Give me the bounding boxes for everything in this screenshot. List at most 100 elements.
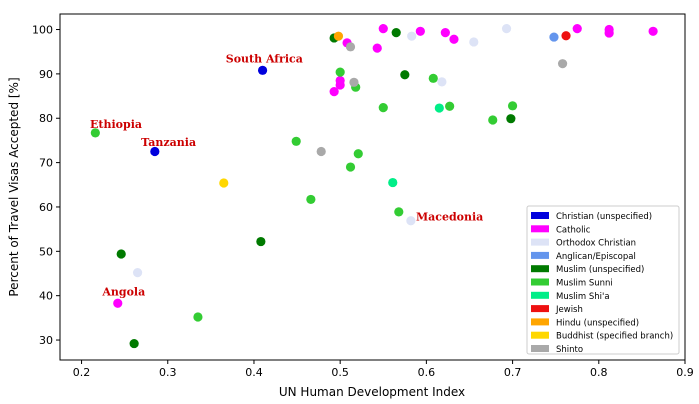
data-point bbox=[445, 101, 455, 111]
legend-label: Muslim Shi'a bbox=[556, 292, 610, 302]
legend-label: Shinto bbox=[556, 345, 583, 355]
data-point bbox=[256, 236, 266, 247]
y-tick-label: 40 bbox=[39, 290, 53, 303]
legend-label: Muslim (unspecified) bbox=[556, 265, 644, 275]
data-point bbox=[345, 42, 356, 52]
data-point bbox=[113, 298, 123, 308]
data-point bbox=[407, 31, 417, 41]
legend-swatch bbox=[531, 345, 549, 352]
data-point bbox=[394, 207, 404, 217]
data-point bbox=[257, 65, 268, 75]
y-axis-title: Percent of Travel Visas Accepted [%] bbox=[7, 77, 21, 296]
x-tick-label: 0.7 bbox=[504, 366, 522, 379]
legend-swatch bbox=[531, 251, 549, 259]
data-point bbox=[415, 26, 425, 36]
data-point bbox=[306, 194, 316, 205]
legend-swatch bbox=[531, 225, 549, 233]
data-point bbox=[561, 31, 571, 41]
legend-swatch bbox=[531, 305, 549, 313]
data-point bbox=[349, 77, 359, 87]
data-point bbox=[378, 24, 388, 34]
data-point bbox=[219, 178, 229, 188]
x-tick-label: 0.5 bbox=[331, 366, 349, 379]
data-point bbox=[434, 103, 444, 113]
data-point bbox=[116, 249, 126, 259]
legend-swatch bbox=[531, 291, 549, 299]
data-point bbox=[428, 73, 438, 83]
x-tick-label: 0.4 bbox=[245, 366, 263, 379]
legend-label: Jewish bbox=[555, 305, 583, 315]
data-point bbox=[335, 80, 345, 90]
data-point bbox=[648, 26, 658, 36]
data-point bbox=[391, 28, 401, 38]
country-annotation: South Africa bbox=[226, 52, 303, 65]
data-point bbox=[132, 268, 143, 278]
data-point bbox=[437, 77, 447, 87]
annotations: South Africa Ethiopia Tanzania Macedonia Ang… bbox=[90, 52, 483, 298]
data-point bbox=[333, 31, 344, 41]
legend-box bbox=[526, 205, 680, 355]
data-point bbox=[400, 70, 410, 80]
legend-swatch bbox=[531, 265, 549, 273]
data-point bbox=[488, 115, 498, 125]
data-points bbox=[90, 24, 658, 349]
data-point bbox=[345, 162, 356, 172]
legend-label: Buddhist (specified branch) bbox=[556, 332, 673, 342]
data-point bbox=[353, 149, 363, 159]
data-point bbox=[506, 114, 516, 124]
legend: Christian (unspecified) Catholic Orthodox … bbox=[526, 205, 680, 355]
data-point bbox=[329, 87, 339, 97]
data-point bbox=[572, 24, 582, 34]
y-tick-label: 80 bbox=[39, 112, 53, 125]
country-annotation: Macedonia bbox=[416, 211, 483, 224]
x-tick-label: 0.9 bbox=[676, 366, 694, 379]
legend-label: Muslim Sunni bbox=[556, 279, 613, 289]
y-tick-label: 30 bbox=[39, 334, 53, 347]
legend-swatch bbox=[531, 331, 549, 339]
x-tick-label: 0.3 bbox=[159, 366, 177, 379]
y-tick-label: 50 bbox=[39, 245, 53, 258]
data-point bbox=[90, 128, 100, 138]
data-point bbox=[406, 216, 416, 226]
legend-swatch bbox=[531, 238, 549, 246]
data-point bbox=[291, 136, 301, 146]
data-point bbox=[372, 43, 382, 53]
data-point bbox=[449, 34, 459, 44]
legend-swatch bbox=[531, 318, 549, 326]
y-tick-label: 100 bbox=[32, 24, 53, 37]
data-point bbox=[388, 177, 398, 188]
data-point bbox=[469, 37, 479, 47]
y-tick-label: 70 bbox=[39, 157, 53, 170]
country-annotation: Angola bbox=[101, 286, 145, 299]
y-axis: 30 40 50 60 70 80 90 100 bbox=[32, 24, 60, 347]
x-axis-title: UN Human Development Index bbox=[279, 385, 465, 399]
legend-swatch bbox=[531, 278, 549, 286]
data-point bbox=[193, 312, 203, 322]
legend-swatch bbox=[531, 212, 549, 219]
data-point bbox=[316, 146, 326, 157]
x-tick-label: 0.2 bbox=[73, 366, 91, 379]
data-point bbox=[507, 101, 518, 111]
data-point bbox=[335, 67, 345, 77]
data-point bbox=[501, 24, 512, 34]
data-point bbox=[440, 28, 450, 38]
data-point bbox=[129, 338, 139, 349]
legend-label: Catholic bbox=[556, 225, 591, 235]
y-tick-label: 90 bbox=[39, 68, 53, 81]
data-point bbox=[378, 102, 388, 113]
x-tick-label: 0.6 bbox=[418, 366, 436, 379]
data-point bbox=[557, 59, 568, 69]
x-tick-label: 0.8 bbox=[590, 366, 608, 379]
data-point bbox=[150, 146, 160, 157]
data-point bbox=[549, 32, 559, 42]
x-axis: 0.2 0.3 0.4 0.5 0.6 0.7 0.8 0.9 bbox=[73, 360, 694, 379]
legend-label: Christian (unspecified) bbox=[556, 212, 652, 222]
country-annotation: Ethiopia bbox=[90, 118, 142, 131]
legend-label: Anglican/Episcopal bbox=[556, 252, 636, 262]
legend-label: Hindu (unspecified) bbox=[556, 318, 639, 328]
country-annotation: Tanzania bbox=[141, 136, 196, 149]
data-point bbox=[604, 28, 614, 38]
y-tick-label: 60 bbox=[39, 201, 53, 214]
legend-label: Orthodox Christian bbox=[556, 239, 636, 249]
